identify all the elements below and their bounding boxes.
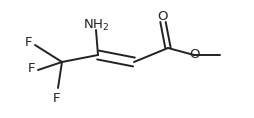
Text: F: F <box>24 36 32 48</box>
Text: NH$_2$: NH$_2$ <box>83 18 109 33</box>
Text: F: F <box>52 92 60 105</box>
Text: O: O <box>158 10 168 23</box>
Text: F: F <box>27 61 35 74</box>
Text: O: O <box>189 48 199 61</box>
